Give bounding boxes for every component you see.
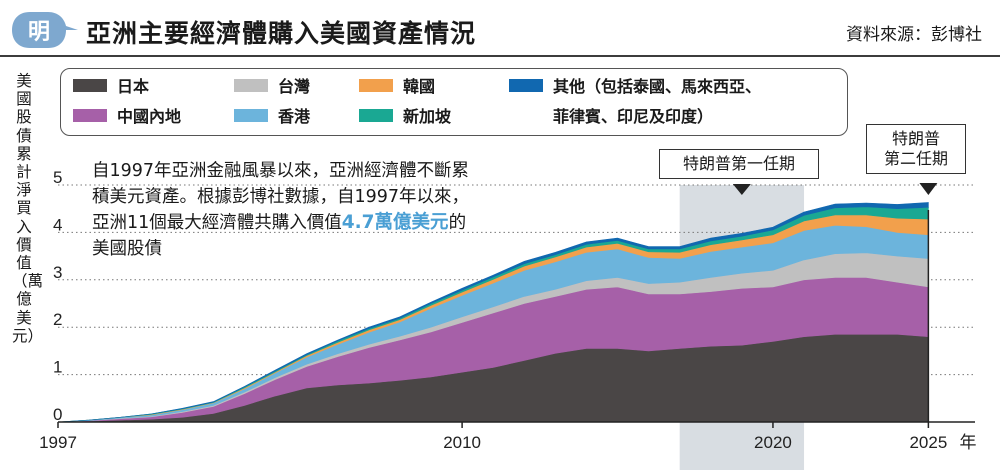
x-tick-label: 2010 — [443, 433, 481, 452]
page-title: 亞洲主要經濟體購入美國資產情況 — [86, 19, 477, 48]
annotation-before: 自1997年亞洲金融風暴以來，亞洲經濟體不斷累積美元資產。根據彭博社數據，自19… — [92, 161, 470, 233]
legend-swatch-japan — [73, 79, 107, 92]
term-second-line1: 特朗普 — [891, 129, 940, 148]
legend-item-korea: 韓國 — [359, 75, 435, 98]
legend-swatch-taiwan — [234, 79, 268, 92]
legend-item-japan: 日本 — [73, 75, 149, 98]
term-label-second: 特朗普 第二任期 — [866, 124, 966, 174]
legend-item-others: 其他（包括泰國、馬來西亞、 菲律賓、印尼及印度） — [509, 75, 761, 128]
legend-swatch-singapore — [359, 109, 393, 122]
legend-label-mainland: 中國內地 — [117, 107, 182, 126]
legend-label-others-line1: 其他（包括泰國、馬來西亞、 — [553, 77, 762, 96]
legend-item-singapore: 新加坡 — [359, 105, 451, 128]
legend-swatch-hongkong — [234, 109, 268, 122]
newspaper-logo: 明 — [12, 12, 78, 48]
legend-label-hongkong: 香港 — [278, 107, 311, 126]
legend-label-korea: 韓國 — [403, 77, 436, 96]
legend-swatch-mainland — [73, 109, 107, 122]
legend-item-hongkong: 香港 — [234, 105, 310, 128]
legend: 日本 中國內地 台灣 香港 韓國 新加坡 其他（包括泰國、馬來西亞、 菲律賓、印… — [60, 68, 848, 136]
legend-label-singapore: 新加坡 — [403, 107, 452, 126]
x-tick-label: 2020 — [754, 433, 792, 452]
term-first-marker — [732, 184, 751, 195]
legend-swatch-others — [509, 79, 543, 92]
y-axis-label: 美國股債累計淨買入價值（萬億美元） — [12, 72, 44, 345]
legend-item-taiwan: 台灣 — [234, 75, 310, 98]
legend-label-others-line2: 菲律賓、印尼及印度） — [553, 107, 714, 126]
annotation-after: 的美國股債 — [92, 213, 467, 259]
logo-char: 明 — [28, 19, 50, 45]
y-tick-label: 4 — [53, 215, 62, 234]
term-second-marker — [919, 183, 938, 195]
source-label: 資料來源：彭博社 — [846, 25, 982, 45]
y-tick-label: 1 — [53, 358, 62, 377]
annotation-highlight: 4.7萬億美元 — [341, 212, 449, 233]
term-label-first: 特朗普第一任期 — [659, 149, 819, 179]
legend-swatch-korea — [359, 79, 393, 92]
y-tick-label: 5 — [53, 168, 62, 187]
annotation-text: 自1997年亞洲金融風暴以來，亞洲經濟體不斷累積美元資產。根據彭博社數據，自19… — [92, 158, 482, 262]
area-series-others — [57, 202, 929, 423]
legend-label-taiwan: 台灣 — [278, 77, 311, 96]
legend-item-mainland: 中國內地 — [73, 105, 181, 128]
y-tick-label: 0 — [53, 405, 62, 424]
x-tick-label: 1997 — [39, 433, 77, 452]
x-tick-label: 2025 — [909, 433, 947, 452]
header-divider — [0, 55, 1000, 57]
y-tick-label: 2 — [53, 310, 62, 329]
term-second-line2: 第二任期 — [883, 149, 948, 168]
legend-label-japan: 日本 — [117, 77, 150, 96]
x-axis-unit-label: 年 — [960, 433, 977, 453]
y-tick-label: 3 — [53, 263, 62, 282]
